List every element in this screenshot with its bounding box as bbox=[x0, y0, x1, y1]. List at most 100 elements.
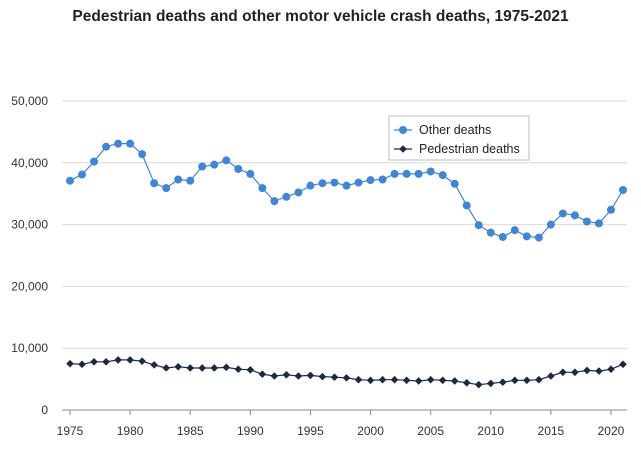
data-point-1-1980 bbox=[126, 356, 134, 364]
data-point-0-2015 bbox=[546, 220, 555, 229]
data-point-0-1999 bbox=[354, 178, 363, 187]
x-tick-label-1985: 1985 bbox=[177, 424, 204, 438]
data-point-0-1993 bbox=[282, 192, 291, 201]
data-point-0-1975 bbox=[66, 176, 74, 185]
data-point-1-2006 bbox=[438, 376, 447, 385]
legend-label-1: Pedestrian deaths bbox=[419, 142, 520, 156]
data-point-1-1990 bbox=[246, 366, 255, 374]
data-point-0-1998 bbox=[342, 181, 351, 190]
chart-title: Pedestrian deaths and other motor vehicl… bbox=[72, 8, 569, 25]
data-point-1-1982 bbox=[150, 361, 158, 369]
data-point-1-2017 bbox=[571, 368, 579, 377]
legend-marker-0 bbox=[399, 126, 407, 134]
data-point-0-2006 bbox=[438, 171, 447, 180]
data-point-1-1991 bbox=[258, 370, 267, 378]
data-point-1-1986 bbox=[198, 364, 207, 372]
data-point-0-1996 bbox=[318, 179, 327, 188]
data-point-0-2002 bbox=[390, 169, 399, 178]
data-point-0-2005 bbox=[426, 167, 435, 176]
data-point-1-2002 bbox=[390, 375, 399, 384]
x-tick-label-2015: 2015 bbox=[538, 424, 565, 438]
data-point-0-1979 bbox=[114, 139, 123, 148]
data-point-1-1978 bbox=[102, 357, 110, 366]
data-point-1-2016 bbox=[559, 368, 567, 377]
data-point-1-2010 bbox=[486, 379, 495, 388]
data-point-0-1976 bbox=[78, 170, 87, 179]
y-tick-label-20000: 20,000 bbox=[11, 279, 48, 293]
x-tick-label-2005: 2005 bbox=[417, 424, 444, 438]
data-point-0-2019 bbox=[594, 219, 603, 228]
data-point-0-2003 bbox=[402, 169, 411, 178]
data-point-1-2007 bbox=[450, 377, 459, 385]
data-point-1-1977 bbox=[90, 357, 98, 366]
data-point-0-2020 bbox=[606, 205, 615, 214]
data-point-0-2021 bbox=[619, 185, 627, 194]
data-point-0-2018 bbox=[582, 217, 591, 226]
x-tick-label-1980: 1980 bbox=[117, 424, 144, 438]
data-point-0-1980 bbox=[126, 139, 135, 148]
legend-label-0: Other deaths bbox=[419, 123, 491, 137]
data-point-1-1984 bbox=[174, 362, 182, 371]
data-point-0-1985 bbox=[186, 176, 195, 185]
data-point-1-2015 bbox=[547, 372, 555, 380]
data-point-0-1977 bbox=[90, 157, 99, 166]
data-point-1-1996 bbox=[318, 372, 327, 381]
y-tick-label-10000: 10,000 bbox=[11, 341, 48, 355]
data-point-1-1999 bbox=[354, 375, 363, 384]
data-point-0-1989 bbox=[234, 164, 243, 173]
data-point-1-1989 bbox=[234, 365, 243, 374]
data-point-0-2016 bbox=[558, 209, 567, 218]
data-point-0-1986 bbox=[198, 162, 207, 171]
data-point-0-1991 bbox=[258, 184, 267, 193]
data-point-1-1979 bbox=[114, 356, 122, 364]
data-point-1-2012 bbox=[511, 376, 519, 385]
data-point-1-2021 bbox=[619, 360, 627, 369]
data-point-0-2007 bbox=[450, 179, 459, 188]
data-point-1-2019 bbox=[595, 367, 603, 375]
data-point-1-1975 bbox=[66, 359, 74, 368]
data-point-0-1990 bbox=[246, 169, 255, 178]
data-point-1-2013 bbox=[523, 376, 531, 385]
data-point-1-2009 bbox=[474, 380, 483, 389]
data-point-1-1993 bbox=[282, 370, 291, 379]
data-point-1-1976 bbox=[78, 360, 86, 369]
data-point-1-2000 bbox=[366, 376, 375, 385]
x-tick-label-2010: 2010 bbox=[477, 424, 504, 438]
data-point-0-1987 bbox=[210, 160, 219, 169]
data-point-0-2004 bbox=[414, 169, 423, 178]
data-point-1-2018 bbox=[583, 366, 591, 375]
data-point-0-1988 bbox=[222, 156, 231, 165]
data-point-0-2009 bbox=[474, 221, 483, 230]
data-point-1-2011 bbox=[498, 378, 507, 386]
data-point-1-1988 bbox=[222, 363, 231, 372]
data-point-1-2004 bbox=[414, 377, 423, 385]
y-tick-label-0: 0 bbox=[41, 403, 48, 417]
data-point-0-1995 bbox=[306, 181, 315, 190]
data-point-0-1997 bbox=[330, 178, 339, 187]
data-point-0-2010 bbox=[486, 228, 495, 237]
data-point-0-1981 bbox=[138, 150, 147, 159]
data-point-1-2020 bbox=[607, 365, 615, 374]
data-point-1-1992 bbox=[270, 372, 279, 380]
x-tick-label-2020: 2020 bbox=[598, 424, 625, 438]
data-point-0-2011 bbox=[498, 232, 507, 241]
data-point-0-1983 bbox=[162, 184, 171, 193]
data-point-0-1984 bbox=[174, 175, 183, 184]
data-point-1-1995 bbox=[306, 371, 315, 380]
x-tick-label-2000: 2000 bbox=[357, 424, 384, 438]
data-point-0-1982 bbox=[150, 179, 159, 188]
series-line-0 bbox=[69, 143, 624, 239]
data-point-1-2003 bbox=[402, 376, 411, 385]
data-point-1-1997 bbox=[330, 373, 339, 382]
data-point-0-1978 bbox=[102, 142, 111, 151]
x-tick-label-1975: 1975 bbox=[57, 424, 84, 438]
data-point-1-1983 bbox=[162, 364, 170, 372]
data-point-1-1981 bbox=[138, 357, 146, 365]
data-point-1-2008 bbox=[462, 379, 471, 387]
data-point-0-2000 bbox=[366, 176, 375, 185]
legend-box bbox=[388, 115, 530, 161]
y-tick-label-40000: 40,000 bbox=[11, 156, 48, 170]
x-tick-label-1990: 1990 bbox=[237, 424, 264, 438]
data-point-0-1992 bbox=[270, 197, 279, 206]
data-point-0-2013 bbox=[522, 232, 531, 241]
